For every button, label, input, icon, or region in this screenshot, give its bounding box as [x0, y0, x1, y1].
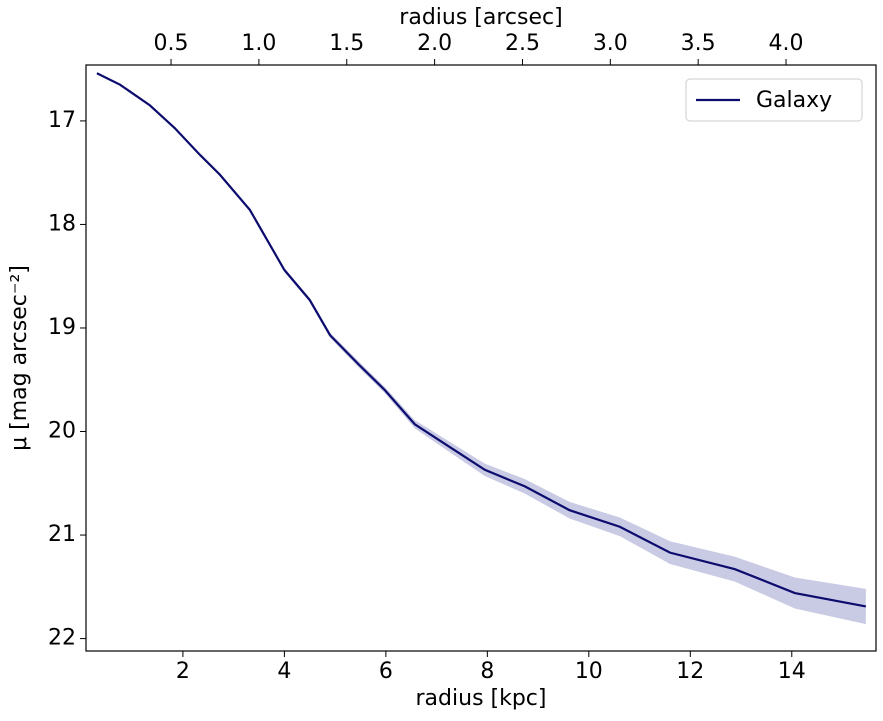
top-tick-label: 2.5: [505, 31, 540, 56]
y-tick-label: 20: [48, 419, 76, 444]
legend-label: Galaxy: [756, 88, 832, 113]
x-tick-label: 8: [480, 659, 494, 684]
error-band: [96, 72, 866, 625]
top-axis-label: radius [arcsec]: [399, 5, 562, 30]
x-axis-label: radius [kpc]: [416, 686, 547, 711]
y-tick-label: 21: [48, 522, 76, 547]
x-tick-label: 14: [778, 659, 806, 684]
top-tick-label: 0.5: [154, 31, 189, 56]
y-tick-label: 18: [48, 211, 76, 236]
x-tick-label: 10: [575, 659, 603, 684]
top-tick-label: 4.0: [769, 31, 804, 56]
top-tick-label: 3.5: [681, 31, 716, 56]
data-line: [96, 72, 867, 608]
top-tick-label: 1.0: [241, 31, 276, 56]
y-axis-label: μ [mag arcsec⁻²]: [7, 265, 32, 451]
x-tick-label: 12: [676, 659, 704, 684]
x-tick-label: 4: [277, 659, 291, 684]
x-tick-label: 2: [176, 659, 190, 684]
plot-frame: [85, 64, 877, 652]
top-tick-label: 3.0: [593, 31, 628, 56]
top-tick-label: 1.5: [329, 31, 364, 56]
top-tick-label: 2.0: [417, 31, 452, 56]
y-tick-label: 17: [48, 108, 76, 133]
legend-box: [685, 78, 863, 122]
y-tick-label: 19: [48, 315, 76, 340]
y-tick-label: 22: [48, 626, 76, 651]
x-tick-label: 6: [379, 659, 393, 684]
